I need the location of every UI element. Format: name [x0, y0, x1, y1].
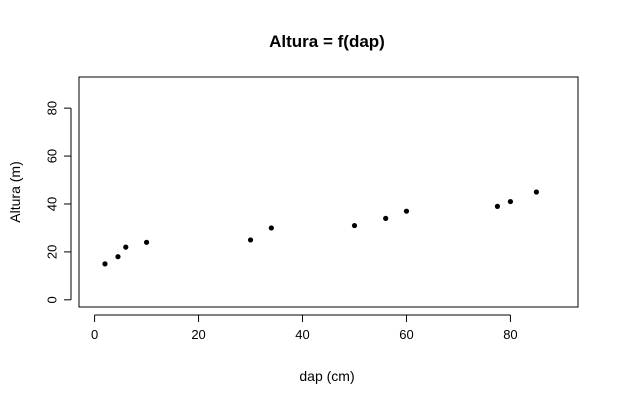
x-axis-label: dap (cm) [299, 368, 354, 384]
data-point [351, 222, 358, 229]
data-point [383, 215, 389, 221]
chart-title: Altura = f(dap) [269, 32, 385, 51]
x-tick-label: 0 [91, 327, 98, 342]
y-tick-label: 80 [45, 101, 60, 115]
data-point [533, 189, 540, 195]
y-tick-label: 0 [45, 296, 60, 303]
data-point [507, 198, 514, 205]
x-tick-label: 20 [191, 327, 205, 342]
x-tick-label: 40 [295, 327, 309, 342]
x-tick-label: 80 [503, 327, 517, 342]
y-tick-label: 20 [45, 245, 60, 259]
y-tick-label: 60 [45, 149, 60, 163]
data-point [247, 237, 254, 243]
plot-frame [78, 76, 579, 308]
data-point [115, 254, 121, 260]
data-point [102, 261, 108, 267]
data-point [268, 225, 274, 231]
y-axis-label: Altura (m) [7, 161, 23, 222]
x-tick-label: 60 [399, 327, 413, 342]
data-points [102, 189, 540, 267]
y-tick-label: 40 [45, 197, 60, 211]
data-point [143, 239, 150, 245]
data-point [123, 244, 129, 250]
y-axis: 0 20 40 60 80 [45, 101, 72, 303]
x-axis: 0 20 40 60 80 [91, 314, 518, 342]
data-point [403, 208, 410, 214]
data-point [494, 203, 501, 209]
